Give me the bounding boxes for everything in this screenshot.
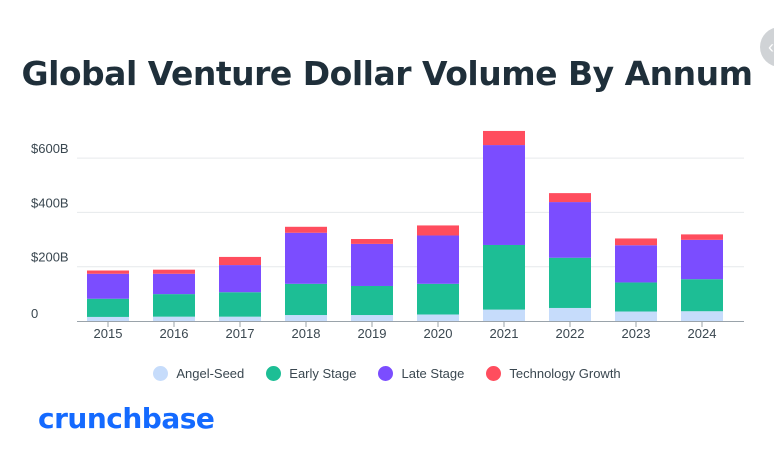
bar-late-stage-2024 xyxy=(681,239,723,280)
bar-late-stage-2018 xyxy=(285,232,327,284)
bar-early-stage-2021 xyxy=(483,244,525,310)
bar-early-stage-2017 xyxy=(219,292,261,317)
x-tick-label: 2018 xyxy=(292,326,321,341)
y-axis: 0 $200B $400B $600B xyxy=(31,141,69,321)
bar-angel-seed-2016 xyxy=(153,316,195,321)
legend-item-angel-seed: Angel-Seed xyxy=(153,366,244,381)
legend-swatch xyxy=(266,366,282,381)
bar-late-stage-2022 xyxy=(549,202,591,258)
bar-angel-seed-2018 xyxy=(285,315,327,321)
x-axis: 2015 2016 2017 2018 2019 2020 2021 2022 2023 2024 xyxy=(77,321,744,341)
bar-technology-growth-2020 xyxy=(417,225,459,236)
bar-technology-growth-2023 xyxy=(615,238,657,246)
y-tick-label: $400B xyxy=(31,195,69,210)
legend-item-early-stage: Early Stage xyxy=(266,366,356,381)
bar-late-stage-2019 xyxy=(351,243,393,286)
bar-angel-seed-2020 xyxy=(417,314,459,321)
bar-late-stage-2015 xyxy=(87,273,129,299)
bar-early-stage-2019 xyxy=(351,285,393,316)
y-tick-label: 0 xyxy=(31,306,38,321)
bar-angel-seed-2021 xyxy=(483,309,525,321)
bar-stack-2018 xyxy=(285,226,327,321)
bar-stack-2021 xyxy=(483,130,525,321)
chevron-left-icon[interactable]: ‹ xyxy=(760,27,774,67)
bar-technology-growth-2018 xyxy=(285,226,327,233)
bar-angel-seed-2015 xyxy=(87,316,129,321)
bar-stack-2020 xyxy=(417,225,459,321)
bar-angel-seed-2023 xyxy=(615,311,657,321)
bar-technology-growth-2024 xyxy=(681,234,723,240)
x-tick-label: 2019 xyxy=(358,326,387,341)
legend-item-late-stage: Late Stage xyxy=(378,366,464,381)
x-tick-label: 2016 xyxy=(160,326,189,341)
bar-stack-2016 xyxy=(153,269,195,321)
bar-early-stage-2023 xyxy=(615,282,657,312)
bar-early-stage-2015 xyxy=(87,298,129,317)
chart-title: Global Venture Dollar Volume By Annum xyxy=(21,54,753,93)
x-tick-label: 2023 xyxy=(622,326,651,341)
bar-technology-growth-2022 xyxy=(549,193,591,203)
bar-late-stage-2023 xyxy=(615,245,657,283)
x-tick-label: 2024 xyxy=(688,326,717,341)
bar-stack-2017 xyxy=(219,256,261,321)
bar-angel-seed-2024 xyxy=(681,311,723,321)
bar-technology-growth-2016 xyxy=(153,269,195,274)
bar-late-stage-2020 xyxy=(417,235,459,284)
bar-angel-seed-2022 xyxy=(549,307,591,321)
legend-swatch xyxy=(486,366,502,381)
x-tick-label: 2022 xyxy=(556,326,585,341)
legend: Angel-Seed Early Stage Late Stage Technolog… xyxy=(0,366,774,381)
bar-stack-2022 xyxy=(549,193,591,321)
bar-late-stage-2021 xyxy=(483,145,525,245)
bar-stack-2015 xyxy=(87,270,129,321)
bar-angel-seed-2017 xyxy=(219,316,261,321)
bar-late-stage-2016 xyxy=(153,273,195,295)
y-tick-label: $600B xyxy=(31,141,69,156)
bar-stack-2019 xyxy=(351,239,393,321)
bar-technology-growth-2015 xyxy=(87,270,129,274)
bar-technology-growth-2019 xyxy=(351,239,393,244)
x-tick-label: 2020 xyxy=(424,326,453,341)
bar-stack-2024 xyxy=(681,234,723,321)
legend-swatch xyxy=(378,366,394,381)
x-tick-label: 2015 xyxy=(94,326,123,341)
bar-angel-seed-2019 xyxy=(351,315,393,321)
y-tick-label: $200B xyxy=(31,250,69,265)
legend-item-technology-growth: Technology Growth xyxy=(486,366,621,381)
legend-swatch xyxy=(153,366,169,381)
bar-series xyxy=(87,130,723,321)
legend-label: Late Stage xyxy=(401,366,465,381)
bar-late-stage-2017 xyxy=(219,265,261,293)
bar-early-stage-2024 xyxy=(681,279,723,312)
bar-technology-growth-2021 xyxy=(483,130,525,146)
bar-technology-growth-2017 xyxy=(219,256,261,266)
bar-early-stage-2016 xyxy=(153,294,195,317)
x-tick-label: 2021 xyxy=(490,326,519,341)
bar-early-stage-2022 xyxy=(549,257,591,308)
legend-label: Early Stage xyxy=(289,366,357,381)
bar-early-stage-2020 xyxy=(417,283,459,315)
bar-early-stage-2018 xyxy=(285,283,327,316)
x-tick-label: 2017 xyxy=(226,326,255,341)
legend-label: Angel-Seed xyxy=(176,366,245,381)
bar-stack-2023 xyxy=(615,238,657,321)
crunchbase-logo: crunchbase xyxy=(38,402,215,435)
legend-label: Technology Growth xyxy=(509,366,621,381)
